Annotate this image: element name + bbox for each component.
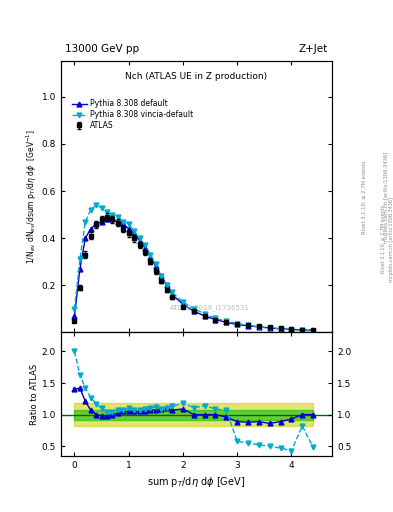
Pythia 8.308 default	[77, 266, 82, 272]
Pythia 8.308 vincia-default	[132, 228, 136, 234]
Pythia 8.308 vincia-default	[300, 327, 305, 333]
Pythia 8.308 vincia-default	[77, 257, 82, 263]
Legend: Pythia 8.308 default, Pythia 8.308 vincia-default, ATLAS: Pythia 8.308 default, Pythia 8.308 vinci…	[70, 98, 195, 132]
Pythia 8.308 default	[191, 308, 196, 314]
Pythia 8.308 vincia-default	[224, 318, 229, 324]
Text: ATLAS_2019_I1736531: ATLAS_2019_I1736531	[170, 304, 250, 311]
Pythia 8.308 default	[311, 327, 316, 333]
Pythia 8.308 default	[170, 292, 174, 298]
Pythia 8.308 default	[94, 221, 99, 227]
Pythia 8.308 default	[202, 313, 207, 319]
Pythia 8.308 default	[257, 324, 261, 330]
Pythia 8.308 vincia-default	[121, 219, 126, 225]
Pythia 8.308 default	[181, 301, 185, 307]
Pythia 8.308 vincia-default	[246, 323, 250, 329]
Pythia 8.308 default	[99, 219, 104, 225]
Pythia 8.308 default	[267, 325, 272, 331]
Pythia 8.308 default	[137, 238, 142, 244]
Pythia 8.308 default	[235, 322, 240, 328]
Pythia 8.308 vincia-default	[153, 261, 158, 267]
Pythia 8.308 vincia-default	[105, 209, 109, 216]
Pythia 8.308 vincia-default	[311, 328, 316, 334]
Pythia 8.308 vincia-default	[289, 327, 294, 333]
Pythia 8.308 vincia-default	[164, 282, 169, 288]
Pythia 8.308 vincia-default	[126, 221, 131, 227]
Pythia 8.308 vincia-default	[88, 207, 93, 213]
Pythia 8.308 vincia-default	[181, 299, 185, 305]
Pythia 8.308 vincia-default	[143, 242, 147, 248]
Pythia 8.308 default	[88, 226, 93, 232]
Pythia 8.308 default	[72, 313, 77, 319]
Text: 13000 GeV pp: 13000 GeV pp	[65, 44, 139, 54]
Pythia 8.308 default	[126, 226, 131, 232]
Y-axis label: 1/N$_{ev}$ dN$_{ev}$/dsum p$_T$/d$\eta$ d$\phi$  [GeV$^{-1}$]: 1/N$_{ev}$ dN$_{ev}$/dsum p$_T$/d$\eta$ …	[24, 130, 39, 264]
X-axis label: sum p$_T$/d$\eta$ d$\phi$ [GeV]: sum p$_T$/d$\eta$ d$\phi$ [GeV]	[147, 475, 246, 489]
Pythia 8.308 default	[132, 230, 136, 237]
Pythia 8.308 vincia-default	[191, 306, 196, 312]
Pythia 8.308 vincia-default	[267, 325, 272, 331]
Pythia 8.308 vincia-default	[99, 204, 104, 210]
Pythia 8.308 default	[213, 316, 218, 323]
Text: Nch (ATLAS UE in Z production): Nch (ATLAS UE in Z production)	[125, 72, 268, 81]
Text: mcplots.cern.ch [arXiv:1306.3436]: mcplots.cern.ch [arXiv:1306.3436]	[384, 151, 389, 243]
Pythia 8.308 vincia-default	[235, 321, 240, 327]
Pythia 8.308 default	[300, 327, 305, 333]
Text: mcplots.cern.ch [arXiv:1306.3436]: mcplots.cern.ch [arXiv:1306.3436]	[389, 197, 393, 282]
Pythia 8.308 default	[278, 326, 283, 332]
Pythia 8.308 vincia-default	[213, 315, 218, 322]
Pythia 8.308 default	[159, 273, 163, 279]
Pythia 8.308 vincia-default	[72, 306, 77, 312]
Pythia 8.308 vincia-default	[116, 214, 120, 220]
Pythia 8.308 vincia-default	[278, 326, 283, 332]
Text: Z+Jet: Z+Jet	[299, 44, 328, 54]
Text: Rivet 3.1.10, ≥ 2.7M events: Rivet 3.1.10, ≥ 2.7M events	[362, 160, 367, 233]
Pythia 8.308 default	[83, 235, 88, 241]
Pythia 8.308 vincia-default	[110, 211, 115, 218]
Pythia 8.308 vincia-default	[257, 324, 261, 330]
Pythia 8.308 default	[153, 263, 158, 269]
Pythia 8.308 default	[121, 221, 126, 227]
Pythia 8.308 default	[246, 323, 250, 329]
Pythia 8.308 default	[116, 219, 120, 225]
Y-axis label: Ratio to ATLAS: Ratio to ATLAS	[30, 364, 39, 425]
Line: Pythia 8.308 vincia-default: Pythia 8.308 vincia-default	[72, 203, 316, 333]
Pythia 8.308 vincia-default	[170, 289, 174, 295]
Pythia 8.308 vincia-default	[83, 219, 88, 225]
Pythia 8.308 default	[148, 254, 153, 260]
Pythia 8.308 default	[110, 216, 115, 222]
Pythia 8.308 vincia-default	[94, 202, 99, 208]
Pythia 8.308 default	[105, 216, 109, 222]
Text: Rivet 3.1.10, ≥ 2.7M events: Rivet 3.1.10, ≥ 2.7M events	[381, 205, 386, 273]
Pythia 8.308 default	[164, 282, 169, 288]
Pythia 8.308 default	[289, 326, 294, 332]
Pythia 8.308 default	[224, 319, 229, 326]
Line: Pythia 8.308 default: Pythia 8.308 default	[72, 217, 316, 333]
Pythia 8.308 vincia-default	[137, 235, 142, 241]
Pythia 8.308 vincia-default	[202, 311, 207, 317]
Pythia 8.308 vincia-default	[159, 273, 163, 279]
Pythia 8.308 vincia-default	[148, 251, 153, 258]
Pythia 8.308 default	[143, 245, 147, 251]
